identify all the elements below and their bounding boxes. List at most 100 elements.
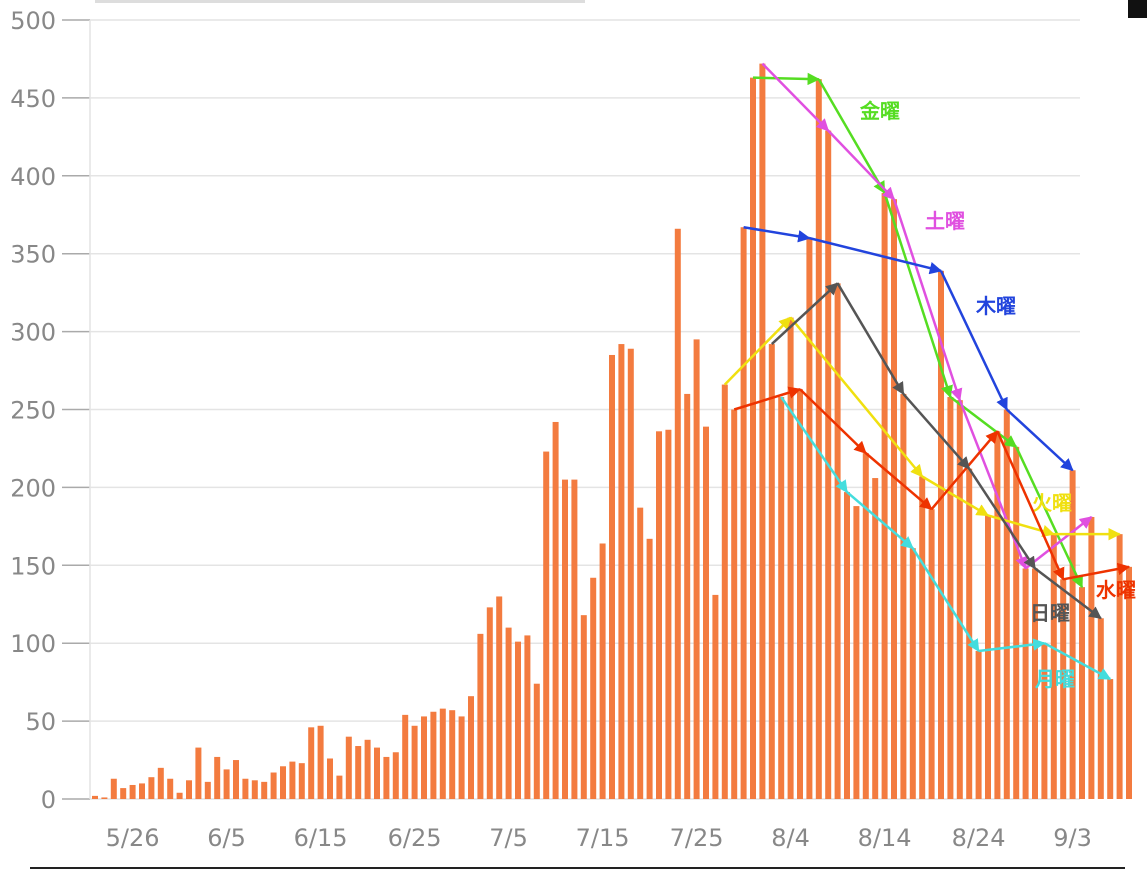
bar bbox=[1013, 446, 1020, 799]
trend-arrow bbox=[752, 72, 821, 86]
bar bbox=[468, 696, 474, 799]
bar bbox=[1088, 517, 1095, 799]
bar bbox=[740, 227, 747, 800]
bar bbox=[627, 348, 634, 799]
bar bbox=[599, 543, 606, 799]
bar bbox=[167, 778, 174, 799]
y-tick-label: 500 bbox=[10, 7, 56, 35]
bar bbox=[975, 650, 982, 799]
bar bbox=[646, 538, 653, 799]
bar bbox=[421, 716, 427, 799]
bar bbox=[233, 760, 239, 799]
bar bbox=[674, 228, 681, 800]
bar bbox=[656, 431, 662, 799]
bar bbox=[110, 778, 117, 799]
bar bbox=[872, 478, 879, 799]
bar bbox=[787, 317, 794, 799]
bar bbox=[496, 596, 503, 799]
trend-arrow bbox=[733, 386, 802, 411]
bar bbox=[317, 725, 324, 799]
bar bbox=[721, 384, 728, 799]
bar bbox=[1097, 618, 1104, 799]
bar bbox=[693, 339, 700, 799]
bar bbox=[1107, 679, 1114, 799]
y-tick-label: 0 bbox=[41, 786, 56, 814]
bar bbox=[900, 393, 907, 799]
bar bbox=[1060, 579, 1067, 799]
trend-arrow bbox=[939, 270, 1008, 411]
x-tick-label: 5/26 bbox=[106, 824, 160, 852]
trend-arrow bbox=[968, 468, 1037, 570]
bar bbox=[966, 468, 973, 799]
bar bbox=[148, 777, 155, 799]
x-tick-label: 8/4 bbox=[771, 824, 810, 852]
bar bbox=[562, 479, 568, 799]
trend-arrow bbox=[911, 547, 980, 653]
trend-arrow bbox=[770, 282, 839, 345]
bar bbox=[580, 615, 587, 799]
trend-arrow bbox=[789, 316, 924, 478]
bar bbox=[750, 77, 756, 799]
bar bbox=[1022, 568, 1029, 799]
corner-box bbox=[1128, 0, 1147, 18]
bar bbox=[430, 711, 437, 799]
y-tick-label: 50 bbox=[25, 708, 56, 736]
bar bbox=[129, 784, 136, 799]
bar bbox=[458, 716, 465, 799]
bar bbox=[844, 492, 850, 799]
bar bbox=[223, 769, 230, 799]
trend-arrow bbox=[1024, 516, 1093, 570]
bar bbox=[919, 476, 926, 799]
bar bbox=[909, 548, 916, 799]
bar bbox=[449, 710, 456, 799]
bar bbox=[345, 736, 352, 799]
bar bbox=[618, 344, 625, 799]
x-tick-label: 7/25 bbox=[670, 824, 724, 852]
bar bbox=[1079, 587, 1085, 799]
trend-arrow bbox=[799, 388, 867, 455]
trend-arrow bbox=[761, 62, 830, 132]
bar bbox=[1032, 568, 1038, 799]
trend-arrow bbox=[1015, 446, 1084, 589]
bar bbox=[505, 627, 512, 799]
bar bbox=[891, 199, 897, 800]
trend-arrow bbox=[978, 638, 1046, 653]
trend-label: 木曜 bbox=[975, 294, 1016, 318]
bar bbox=[214, 756, 221, 799]
bar bbox=[280, 766, 286, 799]
bar bbox=[533, 683, 540, 799]
trend-arrow bbox=[996, 430, 1065, 581]
trend-label: 日曜 bbox=[1030, 601, 1070, 625]
trend-arrow bbox=[921, 475, 990, 517]
trend-arrow bbox=[780, 396, 849, 494]
trend-label: 土曜 bbox=[925, 209, 965, 233]
trend-arrow bbox=[809, 236, 943, 275]
trend-label: 金曜 bbox=[859, 99, 900, 123]
legend-stub bbox=[95, 0, 585, 3]
bar bbox=[684, 393, 691, 799]
bar bbox=[637, 507, 644, 799]
bar bbox=[157, 767, 164, 799]
bar bbox=[1041, 643, 1048, 799]
bar bbox=[862, 453, 869, 799]
trend-arrow bbox=[836, 282, 905, 395]
bar bbox=[439, 708, 446, 799]
bar bbox=[1116, 534, 1123, 799]
bar bbox=[834, 283, 841, 799]
bar bbox=[195, 747, 202, 799]
bar bbox=[308, 727, 315, 799]
bar bbox=[374, 747, 380, 799]
y-tick-label: 350 bbox=[10, 241, 56, 269]
bar bbox=[524, 635, 531, 799]
bar bbox=[92, 795, 98, 799]
bar bbox=[956, 400, 963, 799]
bar bbox=[186, 780, 192, 799]
bar bbox=[665, 429, 672, 799]
bar bbox=[609, 354, 615, 799]
bar bbox=[120, 788, 127, 799]
trend-label: 月曜 bbox=[1034, 667, 1075, 691]
bar bbox=[1069, 470, 1076, 799]
y-tick-label: 100 bbox=[10, 630, 56, 658]
bar bbox=[985, 515, 991, 799]
